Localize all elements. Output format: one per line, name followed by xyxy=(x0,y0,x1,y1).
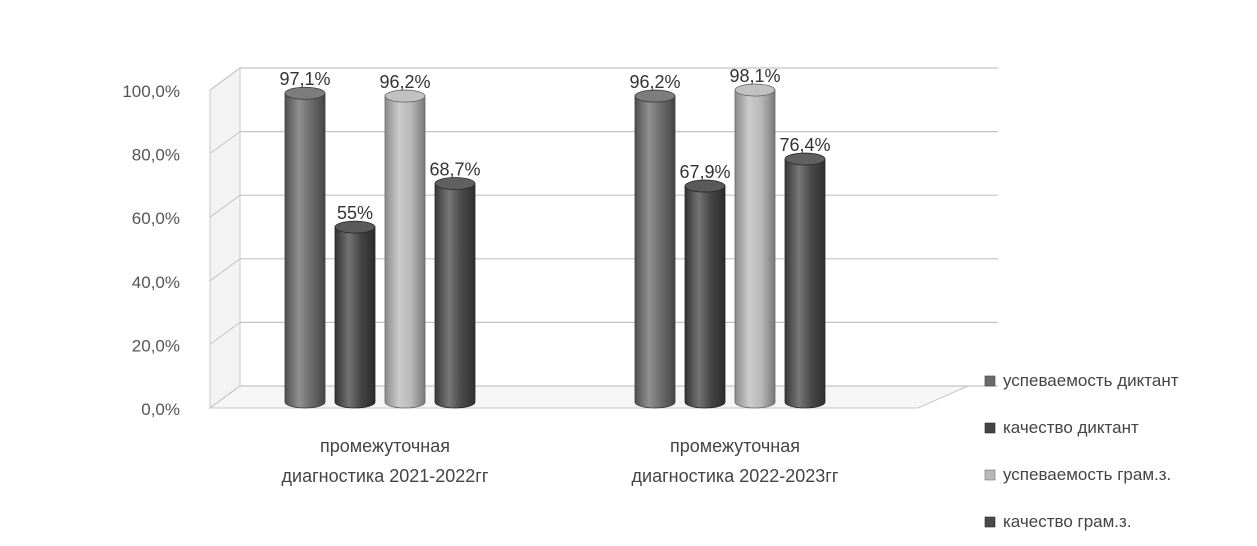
bar xyxy=(334,220,376,409)
legend-item: качество грам.з. xyxy=(984,512,1132,531)
side-wall xyxy=(209,67,241,409)
legend-swatch xyxy=(984,422,996,434)
gridline-side xyxy=(209,321,241,345)
legend-label: качество диктант xyxy=(1003,418,1139,437)
gridline-side xyxy=(209,67,241,91)
data-label: 67,9% xyxy=(679,162,730,182)
legend-label: качество грам.з. xyxy=(1003,512,1132,531)
bar-body xyxy=(284,92,326,409)
bar-body xyxy=(784,158,826,409)
data-label: 96,2% xyxy=(629,72,680,92)
bar-top xyxy=(634,89,676,103)
legend-swatch xyxy=(984,516,996,528)
y-tick-label: 100,0% xyxy=(122,82,180,101)
bar xyxy=(434,177,476,409)
legend-item: успеваемость грам.з. xyxy=(984,465,1171,484)
bar-top xyxy=(334,220,376,234)
gridline-side xyxy=(209,385,241,409)
gridline-side xyxy=(209,194,241,218)
data-label: 96,2% xyxy=(379,72,430,92)
gridline-side xyxy=(209,258,241,282)
bar-top xyxy=(784,152,826,166)
legend-item: качество диктант xyxy=(984,418,1139,437)
legend-item: успеваемость диктант xyxy=(984,371,1179,390)
legend-label: успеваемость грам.з. xyxy=(1003,465,1171,484)
data-label: 97,1% xyxy=(279,69,330,89)
bar xyxy=(284,86,326,409)
y-tick-label: 40,0% xyxy=(132,273,180,292)
bar-body xyxy=(384,95,426,409)
x-tick-label: промежуточная xyxy=(320,436,450,456)
x-tick-label: диагностика 2022-2023гг xyxy=(632,466,839,486)
bar-body xyxy=(734,89,776,409)
bar-top xyxy=(434,177,476,190)
data-label: 68,7% xyxy=(429,160,480,180)
bar-top xyxy=(734,83,776,97)
data-label: 98,1% xyxy=(729,66,780,86)
x-tick-label: промежуточная xyxy=(670,436,800,456)
x-tick-label: диагностика 2021-2022гг xyxy=(282,466,489,486)
legend-label: успеваемость диктант xyxy=(1003,371,1179,390)
bar xyxy=(734,83,776,409)
legend-swatch xyxy=(984,375,996,387)
bar xyxy=(384,89,426,409)
bar-top xyxy=(684,179,726,193)
data-label: 55% xyxy=(337,203,373,223)
y-tick-label: 0,0% xyxy=(141,400,180,419)
data-label: 76,4% xyxy=(779,135,830,155)
y-tick-label: 80,0% xyxy=(132,146,180,165)
bar-top xyxy=(384,89,426,103)
bar-body xyxy=(684,185,726,409)
bar-body xyxy=(334,226,376,409)
bar xyxy=(684,179,726,409)
legend-swatch xyxy=(984,469,996,481)
bar-body xyxy=(634,95,676,409)
bar xyxy=(634,89,676,409)
bar-body xyxy=(434,183,476,409)
y-tick-label: 60,0% xyxy=(132,209,180,228)
gridline-side xyxy=(209,131,241,155)
bar-top xyxy=(284,86,326,100)
bar xyxy=(784,152,826,409)
y-tick-label: 20,0% xyxy=(132,336,180,355)
